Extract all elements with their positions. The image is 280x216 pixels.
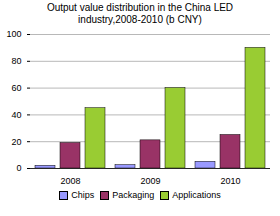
html-text:Chips: Chips: [71, 190, 95, 200]
html-text:Output value distribution in t: Output value distribution in the China L…: [46, 2, 234, 25]
svg-text:40: 40: [11, 110, 21, 120]
svg-text:20: 20: [11, 137, 21, 147]
svg-text:80: 80: [11, 56, 21, 66]
svg-text:0: 0: [16, 163, 21, 173]
svg-text:100: 100: [6, 29, 21, 39]
svg-text:60: 60: [11, 83, 21, 93]
svg-text:2008: 2008: [60, 176, 80, 186]
svg-text:2010: 2010: [220, 176, 240, 186]
html-text:Packaging: Packaging: [112, 190, 155, 200]
html-text:Applications: Applications: [172, 190, 221, 200]
svg-text:2009: 2009: [140, 176, 160, 186]
